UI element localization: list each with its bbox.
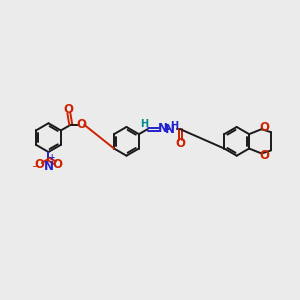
Text: O: O	[35, 158, 45, 171]
Text: −: −	[32, 162, 41, 172]
Text: O: O	[260, 121, 270, 134]
Text: O: O	[76, 118, 86, 131]
Text: O: O	[52, 158, 62, 171]
Text: H: H	[170, 121, 178, 131]
Text: O: O	[175, 136, 185, 150]
Text: O: O	[64, 103, 74, 116]
Text: H: H	[140, 119, 148, 129]
Text: N: N	[158, 122, 167, 135]
Text: +: +	[49, 153, 55, 162]
Text: N: N	[165, 123, 175, 136]
Text: O: O	[260, 149, 270, 162]
Text: N: N	[44, 160, 53, 173]
